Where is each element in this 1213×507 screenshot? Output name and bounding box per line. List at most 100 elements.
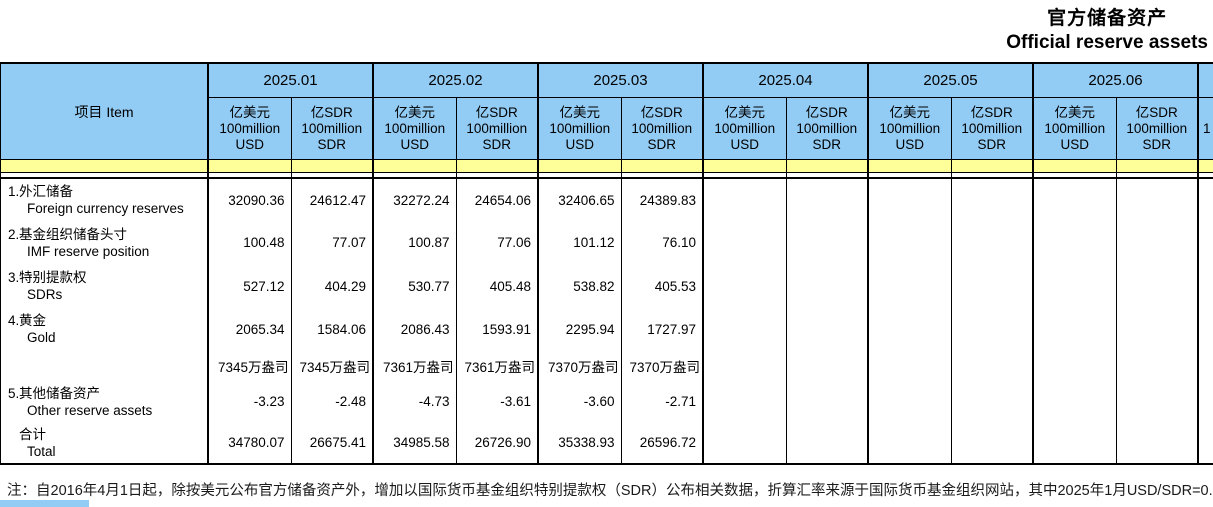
value-cell [1117, 308, 1199, 350]
value-cell [1199, 422, 1213, 465]
spacer-cell [621, 173, 704, 177]
item-name-english: Foreign currency reserves [27, 201, 184, 216]
month-header-2025.03: 2025.03 [539, 62, 704, 98]
spacer-cell [209, 173, 292, 177]
unit-header-partial: 1 [1199, 98, 1213, 160]
value-cell: 2065.34 [209, 308, 292, 350]
value-cell [787, 350, 869, 381]
band-cell [456, 160, 539, 173]
spacer-cell [1116, 173, 1199, 177]
value-cell: 405.53 [622, 264, 704, 308]
month-header-2025.02: 2025.02 [374, 62, 539, 98]
spacer-cell [1034, 173, 1117, 177]
value-cell [786, 422, 869, 465]
value-cell: 24654.06 [456, 177, 539, 221]
value-cell: 100.48 [209, 221, 292, 264]
item-label-line1: 3.特别提款权 [8, 269, 207, 286]
band-cell [704, 160, 787, 173]
item-name-english: Total [27, 443, 56, 459]
value-cell [869, 221, 952, 264]
value-cell [787, 264, 869, 308]
unit-header-sdr: 亿SDR 100million SDR [291, 98, 374, 160]
value-cell [1116, 422, 1199, 465]
value-cell [704, 381, 787, 422]
value-cell [869, 422, 952, 465]
value-cell [1117, 381, 1199, 422]
item-label: 3.特别提款权 SDRs [0, 264, 209, 308]
value-cell [952, 264, 1034, 308]
value-cell: 538.82 [539, 264, 622, 308]
value-cell: 34985.58 [374, 422, 457, 465]
item-name-english: Gold [27, 330, 56, 345]
value-cell: 26596.72 [621, 422, 704, 465]
spacer-cell [291, 173, 374, 177]
value-cell [1034, 308, 1117, 350]
month-header-2025.06: 2025.06 [1034, 62, 1199, 98]
value-cell [1199, 350, 1213, 381]
band-cell [539, 160, 622, 173]
value-cell: 2295.94 [539, 308, 622, 350]
value-cell: 77.06 [457, 221, 539, 264]
spacer-cell [704, 173, 787, 177]
band-cell [0, 160, 209, 173]
value-cell [869, 264, 952, 308]
item-name-chinese: 黄金 [19, 313, 46, 328]
spacer-cell [1199, 173, 1213, 177]
title-english: Official reserve assets [1006, 32, 1208, 53]
band-cell [1199, 160, 1213, 173]
value-cell: 32090.36 [209, 177, 292, 221]
spacer-cell [0, 173, 209, 177]
value-cell [1199, 177, 1213, 221]
item-name-chinese: 特别提款权 [19, 270, 87, 285]
unit-header-sdr: 亿SDR 100million SDR [456, 98, 539, 160]
unit-header-usd: 亿美元 100million USD [374, 98, 457, 160]
item-number: 3. [8, 270, 20, 285]
item-label: 4.黄金 Gold [0, 308, 209, 350]
value-cell [1199, 264, 1213, 308]
title-chinese: 官方储备资产 [1047, 7, 1168, 29]
value-cell: -2.48 [292, 381, 374, 422]
value-cell [952, 221, 1034, 264]
item-number: 1. [8, 184, 20, 199]
band-cell [621, 160, 704, 173]
band-cell [1116, 160, 1199, 173]
value-cell: -2.71 [622, 381, 704, 422]
value-cell: 34780.07 [209, 422, 292, 465]
value-cell [787, 381, 869, 422]
value-cell [1117, 221, 1199, 264]
value-cell: 405.48 [457, 264, 539, 308]
value-cell: 7345万盎司 [292, 350, 374, 381]
value-cell: 24389.83 [621, 177, 704, 221]
unit-header-usd: 亿美元 100million USD [869, 98, 952, 160]
item-name-english: SDRs [27, 287, 63, 302]
item-label-line1: 1.外汇储备 [8, 183, 207, 200]
value-cell [704, 422, 787, 465]
spacer-cell [456, 173, 539, 177]
value-cell: 26675.41 [291, 422, 374, 465]
item-name-chinese: 外汇储备 [19, 184, 73, 199]
item-number: 4. [8, 313, 20, 328]
value-cell: 35338.93 [539, 422, 622, 465]
item-label-line1: 合计 [8, 426, 207, 443]
item-label: 2.基金组织储备头寸 IMF reserve position [0, 221, 209, 264]
reserve-assets-table: 项目 Item 2025.01 2025.02 2025.03 2025.04 2025.… [0, 62, 1213, 465]
unit-header-sdr: 亿SDR 100million SDR [786, 98, 869, 160]
value-cell: 2086.43 [374, 308, 457, 350]
item-column-header: 项目 Item [0, 62, 209, 160]
value-cell: 1584.06 [292, 308, 374, 350]
value-cell [952, 350, 1034, 381]
value-cell [1034, 422, 1117, 465]
value-cell [787, 221, 869, 264]
value-cell [1199, 221, 1213, 264]
item-label-line1: 2.基金组织储备头寸 [8, 226, 207, 243]
next-table-header-partial [0, 500, 89, 507]
value-cell: 7345万盎司 [209, 350, 292, 381]
item-name-chinese: 基金组织储备头寸 [19, 226, 127, 242]
page-title: 官方储备资产 Official reserve assets [1006, 7, 1208, 55]
month-header-2025.01: 2025.01 [209, 62, 374, 98]
month-header-2025.05: 2025.05 [869, 62, 1034, 98]
band-cell [951, 160, 1034, 173]
item-label: 合计 Total [0, 422, 209, 465]
value-cell [952, 381, 1034, 422]
